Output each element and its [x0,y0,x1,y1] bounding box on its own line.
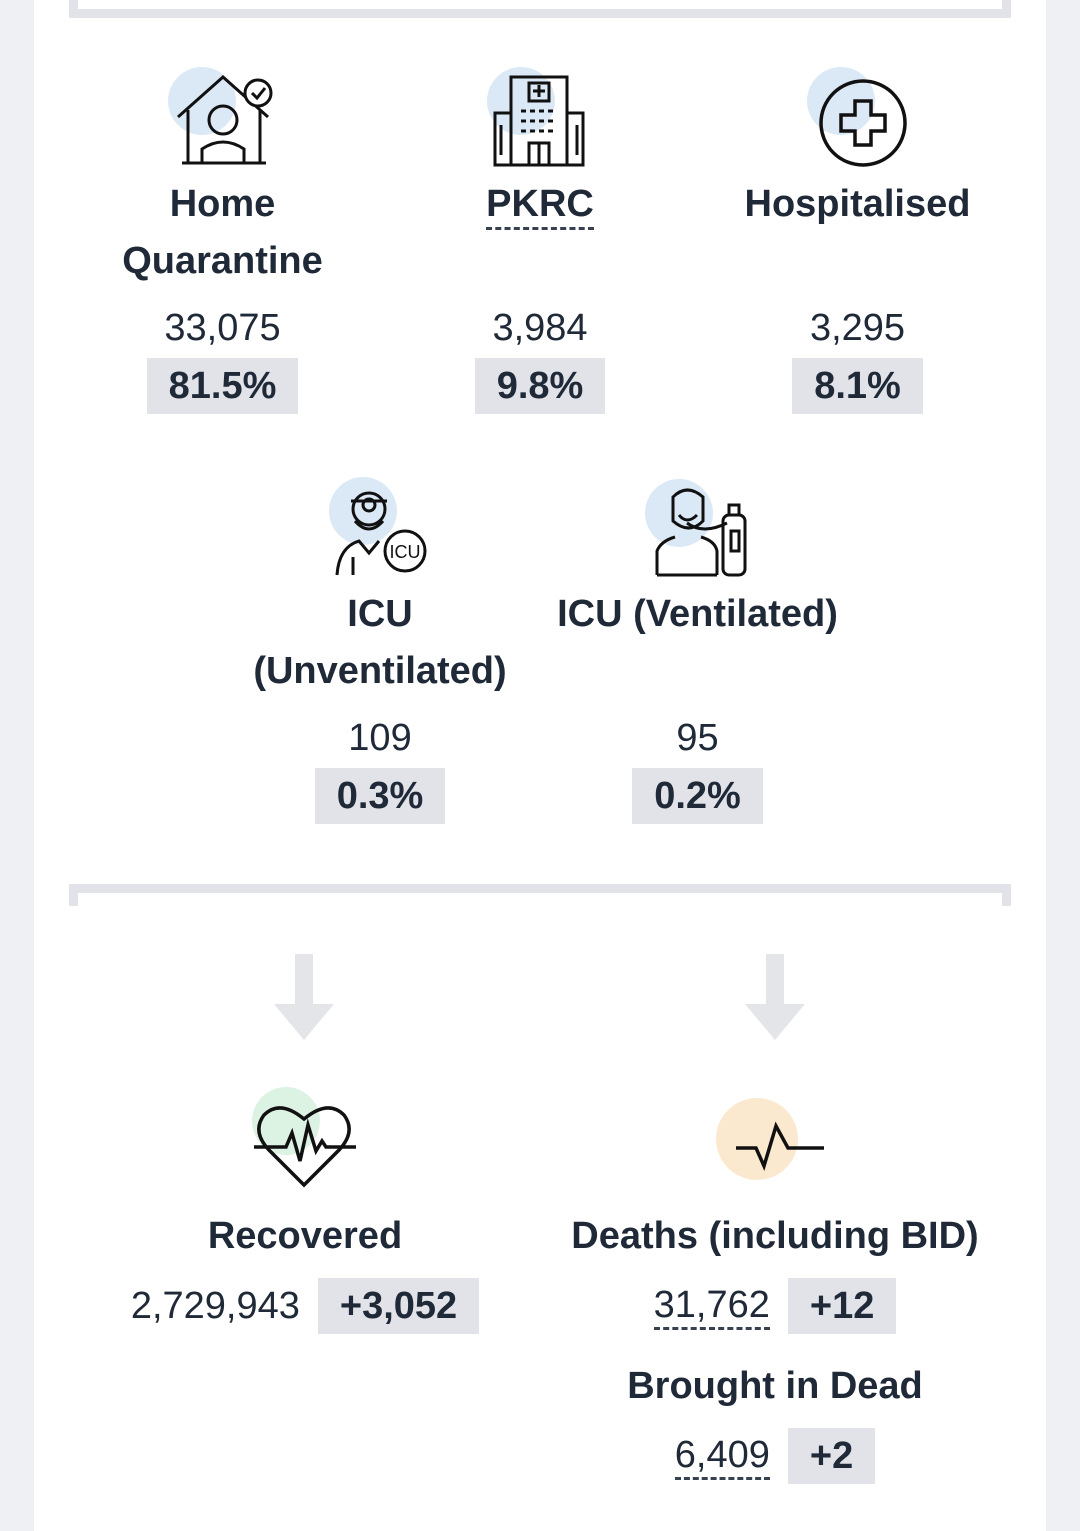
home-quarantine-icon [167,65,278,170]
stat-home-quarantine: Home Quarantine 33,075 81.5% [100,65,345,414]
outcome-value-link[interactable]: 31,762 [653,1283,770,1330]
stat-percent: 9.8% [474,358,606,414]
section-divider-bottom [69,884,1011,906]
stat-label-spacer [730,233,985,290]
down-arrow-icon [745,954,805,1040]
stat-icu-ventilated: ICU (Ventilated) 95 0.2% [545,475,850,824]
down-arrow-icon [274,954,334,1040]
stat-label-line2: Quarantine [122,240,323,282]
section-divider-top [69,0,1011,18]
stat-value: 3,984 [492,307,588,349]
outcome-label: Recovered [207,1215,403,1257]
stat-value: 109 [348,717,412,759]
svg-text:ICU: ICU [390,542,421,562]
stat-label: Home [169,183,276,225]
stat-label: Hospitalised [744,183,971,225]
outcome-label: Deaths (including BID) [571,1215,979,1257]
bid-value-link[interactable]: 6,409 [674,1433,770,1480]
outcome-delta: +3,052 [317,1278,480,1334]
medical-cross-icon [803,65,913,170]
stat-label[interactable]: PKRC [440,176,640,233]
stat-value: 95 [676,717,719,759]
ventilator-patient-icon [643,475,753,580]
stat-percent: 8.1% [792,358,923,414]
outcome-recovered: Recovered 2,729,943 +3,052 [100,1085,510,1334]
stat-label: ICU [347,593,413,635]
stat-value: 33,075 [164,307,281,349]
stats-card [34,0,1046,1531]
stat-icu-unventilated: ICU ICU (Unventilated) 109 0.3% [245,475,515,824]
heart-pulse-icon [250,1085,360,1190]
bid-delta: +2 [787,1428,876,1484]
stat-pkrc: PKRC 3,984 9.8% [440,65,640,414]
pkrc-link[interactable]: PKRC [486,183,594,230]
stat-hospitalised: Hospitalised 3,295 8.1% [730,65,985,414]
stat-label-line2: (Unventilated) [253,650,507,692]
bid-label: Brought in Dead [627,1365,923,1407]
pulse-line-icon [716,1090,830,1190]
outcome-value: 2,729,943 [130,1285,300,1327]
stat-percent: 0.3% [314,768,446,824]
stat-percent: 81.5% [146,358,299,414]
icu-doctor-icon: ICU [325,475,435,580]
outcome-delta: +12 [787,1278,897,1334]
hospital-building-icon [485,65,595,170]
outcome-deaths: Deaths (including BID) 31,762 +12 Brough… [560,1090,990,1484]
stat-label-spacer [440,233,640,290]
stat-label-spacer [545,643,850,700]
stat-label: ICU (Ventilated) [557,593,838,635]
stat-value: 3,295 [809,307,906,349]
stat-percent: 0.2% [632,768,763,824]
